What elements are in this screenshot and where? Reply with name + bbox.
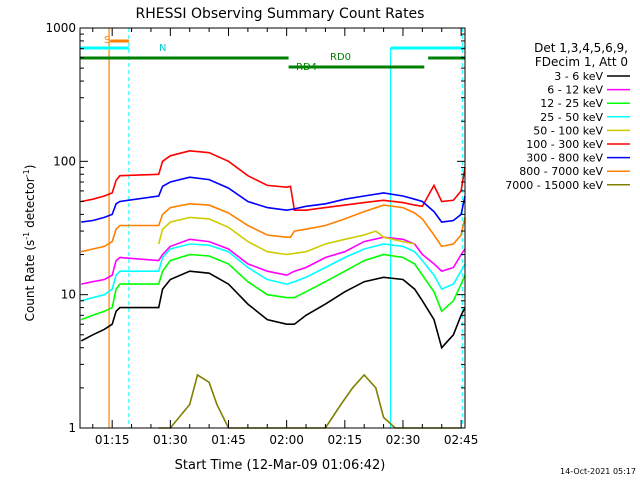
x-tick-label: 02:15	[328, 433, 363, 447]
legend-entry-label: 800 - 7000 keV	[519, 165, 603, 178]
series-line-3	[80, 243, 466, 302]
x-tick-label: 01:45	[211, 433, 246, 447]
legend-entry-label: 25 - 50 keV	[540, 111, 603, 124]
legend-entry-label: 3 - 6 keV	[554, 70, 603, 83]
x-axis-label: Start Time (12-Mar-09 01:06:42)	[175, 458, 386, 473]
series-line-6	[81, 176, 466, 223]
series-line-5	[81, 149, 466, 211]
plot-frame	[79, 27, 466, 429]
x-tick-label: 02:45	[444, 433, 479, 447]
y-tick-label: 10	[61, 288, 76, 302]
n-label: N	[159, 43, 166, 54]
legend-entry-label: 50 - 100 keV	[533, 124, 603, 137]
y-tick-label: 1000	[45, 21, 76, 35]
series-line-4	[157, 216, 415, 256]
x-tick-label: 02:00	[269, 433, 304, 447]
x-tick-label: 01:30	[153, 433, 188, 447]
series-line-8	[158, 373, 462, 429]
series-line-7	[81, 202, 466, 253]
x-tick-label: 01:15	[95, 433, 130, 447]
legend-entry-label: 300 - 800 keV	[526, 152, 603, 165]
legend-entry-label: 12 - 25 keV	[540, 97, 603, 110]
legend-entry-label: 6 - 12 keV	[547, 84, 603, 97]
footer-timestamp: 14-Oct-2021 05:17	[560, 467, 636, 476]
s-label: S	[104, 35, 110, 46]
rd0-label: RD0	[330, 52, 351, 63]
y-axis-label: Count Rate (s-1 detector-1)	[22, 165, 37, 322]
series-line-2	[80, 253, 466, 321]
y-tick-label: 1	[68, 421, 76, 435]
x-tick-label: 02:30	[386, 433, 421, 447]
y-tick-label: 100	[53, 154, 76, 168]
legend-entry-label: 100 - 300 keV	[526, 138, 603, 151]
legend-entry-label: 7000 - 15000 keV	[505, 179, 603, 192]
series-line-1	[81, 236, 466, 285]
legend-header-line-1: Det 1,3,4,5,6,9,	[534, 41, 628, 55]
chart-title: RHESSI Observing Summary Count Rates	[136, 6, 425, 22]
series-line-0	[80, 270, 466, 350]
legend-header-line-2: FDecim 1, Att 0	[535, 55, 628, 69]
